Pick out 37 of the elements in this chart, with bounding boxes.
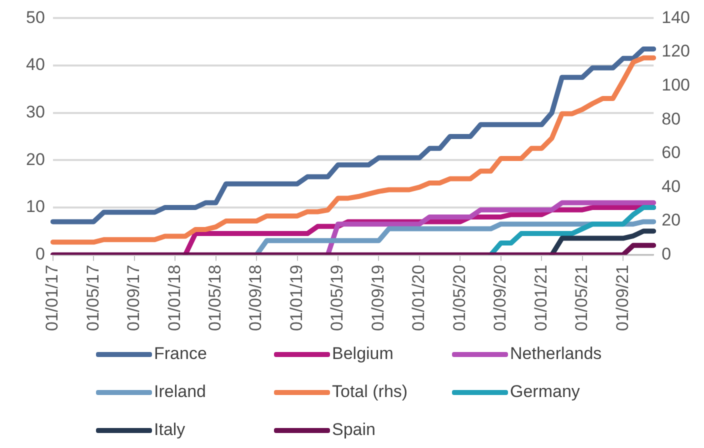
legend-label: Italy <box>154 420 186 440</box>
x-tick-label: 01/01/20 <box>409 264 428 332</box>
x-tick-label: 01/09/21 <box>612 264 632 332</box>
x-tick-label: 01/01/17 <box>42 264 62 332</box>
x-tick-label: 01/09/19 <box>368 264 388 332</box>
y2-tick-label: 100 <box>662 75 690 94</box>
x-tick-label: 01/09/18 <box>246 264 266 332</box>
x-tick-label: 01/05/20 <box>450 264 469 332</box>
legend-label: Germany <box>510 382 580 402</box>
x-tick-label: 01/05/17 <box>83 264 102 332</box>
x-tick-label: 01/09/20 <box>490 264 510 332</box>
legend-label: Spain <box>332 420 376 440</box>
legend-label: Ireland <box>154 382 206 402</box>
y-tick-label: 30 <box>26 102 45 122</box>
x-tick-label: 01/05/21 <box>572 264 592 332</box>
y-tick-label: 10 <box>26 197 45 216</box>
legend-label: Belgium <box>332 344 394 364</box>
y2-tick-label: 40 <box>662 176 681 196</box>
y2-tick-label: 140 <box>662 8 690 27</box>
legend-label: Total (rhs) <box>332 382 408 402</box>
legend-label: Netherlands <box>510 344 602 364</box>
x-tick-label: 01/01/19 <box>286 264 306 332</box>
x-tick-label: 01/01/18 <box>164 264 184 332</box>
legend-label: France <box>154 344 207 364</box>
y2-tick-label: 120 <box>662 42 690 61</box>
y-tick-label: 0 <box>35 244 45 264</box>
x-tick-label: 01/05/19 <box>328 264 347 332</box>
x-tick-label: 01/09/17 <box>124 264 144 332</box>
y-tick-label: 20 <box>26 150 45 169</box>
x-tick-label: 01/01/21 <box>531 264 550 332</box>
y2-tick-label: 0 <box>662 244 672 264</box>
y2-tick-label: 80 <box>662 109 681 128</box>
y-tick-label: 50 <box>26 8 45 27</box>
y-tick-label: 40 <box>26 55 45 74</box>
y2-tick-label: 60 <box>662 143 681 162</box>
y2-tick-label: 20 <box>662 210 681 230</box>
x-tick-label: 01/05/18 <box>206 264 225 332</box>
